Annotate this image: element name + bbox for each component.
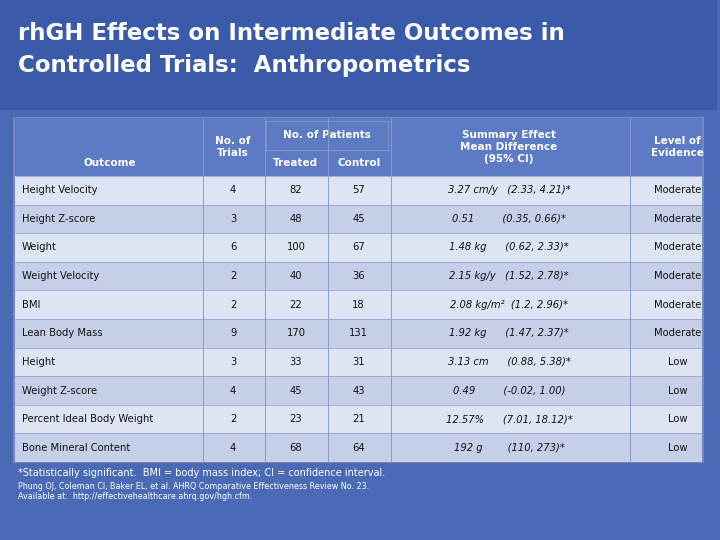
Text: 57: 57 [352,185,365,195]
Text: Controlled Trials:  Anthropometrics: Controlled Trials: Anthropometrics [18,54,470,77]
Text: Bone Mineral Content: Bone Mineral Content [22,443,130,453]
Text: 2: 2 [230,414,236,424]
Text: Lean Body Mass: Lean Body Mass [22,328,102,338]
FancyBboxPatch shape [15,319,702,348]
Text: 18: 18 [352,300,365,310]
Text: 0.51         (0.35, 0.66)*: 0.51 (0.35, 0.66)* [452,214,566,224]
Text: 67: 67 [352,242,365,253]
Text: 6: 6 [230,242,236,253]
Text: 2.15 kg/y   (1.52, 2.78)*: 2.15 kg/y (1.52, 2.78)* [449,271,569,281]
Text: 192 g        (110, 273)*: 192 g (110, 273)* [454,443,564,453]
FancyBboxPatch shape [266,121,387,150]
Text: 40: 40 [289,271,302,281]
Text: Outcome: Outcome [84,158,136,168]
Text: 31: 31 [352,357,365,367]
Text: 2: 2 [230,300,236,310]
Text: *Statistically significant.  BMI = body mass index; CI = confidence interval.: *Statistically significant. BMI = body m… [18,468,385,478]
Text: Level of
Evidence: Level of Evidence [651,136,704,158]
Text: 3.27 cm/y   (2.33, 4.21)*: 3.27 cm/y (2.33, 4.21)* [448,185,570,195]
Text: Weight Velocity: Weight Velocity [22,271,99,281]
Text: BMI: BMI [22,300,40,310]
Text: Weight: Weight [22,242,57,253]
Text: Moderate: Moderate [654,328,701,338]
Text: Moderate: Moderate [654,242,701,253]
Text: 0.49         (-0.02, 1.00): 0.49 (-0.02, 1.00) [453,386,565,395]
FancyBboxPatch shape [15,434,702,462]
Text: Height: Height [22,357,55,367]
Text: 170: 170 [287,328,305,338]
Text: 45: 45 [352,214,365,224]
Text: Phung OJ, Coleman CI, Baker EL, et al. AHRQ Comparative Effectiveness Review No.: Phung OJ, Coleman CI, Baker EL, et al. A… [18,482,369,502]
Text: Moderate: Moderate [654,300,701,310]
Text: 45: 45 [289,386,302,395]
Text: 21: 21 [352,414,365,424]
Text: Height Z-score: Height Z-score [22,214,95,224]
Text: No. of Patients: No. of Patients [283,130,371,140]
FancyBboxPatch shape [0,0,717,110]
Text: Percent Ideal Body Weight: Percent Ideal Body Weight [22,414,153,424]
Text: 4: 4 [230,185,236,195]
Text: 68: 68 [289,443,302,453]
Text: 64: 64 [352,443,365,453]
Text: Treated: Treated [274,158,318,168]
Text: 23: 23 [289,414,302,424]
Text: Control: Control [337,158,380,168]
Text: 1.92 kg      (1.47, 2.37)*: 1.92 kg (1.47, 2.37)* [449,328,569,338]
Text: No. of
Trials: No. of Trials [215,136,251,158]
Text: Moderate: Moderate [654,271,701,281]
FancyBboxPatch shape [15,376,702,405]
Text: 4: 4 [230,443,236,453]
FancyBboxPatch shape [15,205,702,233]
Text: Low: Low [667,443,687,453]
Text: 9: 9 [230,328,236,338]
Text: 131: 131 [349,328,368,338]
Text: 3: 3 [230,214,236,224]
Text: 3.13 cm      (0.88, 5.38)*: 3.13 cm (0.88, 5.38)* [448,357,570,367]
Text: Low: Low [667,414,687,424]
Text: Height Velocity: Height Velocity [22,185,97,195]
Text: 36: 36 [352,271,365,281]
Text: Summary Effect
Mean Difference
(95% CI): Summary Effect Mean Difference (95% CI) [461,130,558,164]
Text: 2: 2 [230,271,236,281]
FancyBboxPatch shape [15,348,702,376]
Text: 1.48 kg      (0.62, 2.33)*: 1.48 kg (0.62, 2.33)* [449,242,569,253]
FancyBboxPatch shape [15,233,702,262]
Text: 2.08 kg/m²  (1.2, 2.96)*: 2.08 kg/m² (1.2, 2.96)* [450,300,568,310]
Text: Moderate: Moderate [654,214,701,224]
Text: 3: 3 [230,357,236,367]
Text: Low: Low [667,357,687,367]
FancyBboxPatch shape [15,176,702,205]
Text: Weight Z-score: Weight Z-score [22,386,97,395]
FancyBboxPatch shape [15,118,702,176]
Text: 43: 43 [352,386,365,395]
Text: 4: 4 [230,386,236,395]
Text: 100: 100 [287,242,305,253]
Text: 48: 48 [289,214,302,224]
Text: 12.57%      (7.01, 18.12)*: 12.57% (7.01, 18.12)* [446,414,572,424]
FancyBboxPatch shape [14,118,703,462]
Text: rhGH Effects on Intermediate Outcomes in: rhGH Effects on Intermediate Outcomes in [18,22,564,45]
FancyBboxPatch shape [15,262,702,291]
Text: 33: 33 [289,357,302,367]
FancyBboxPatch shape [15,291,702,319]
Text: Low: Low [667,386,687,395]
FancyBboxPatch shape [15,405,702,434]
Text: 22: 22 [289,300,302,310]
Text: Moderate: Moderate [654,185,701,195]
Text: 82: 82 [289,185,302,195]
